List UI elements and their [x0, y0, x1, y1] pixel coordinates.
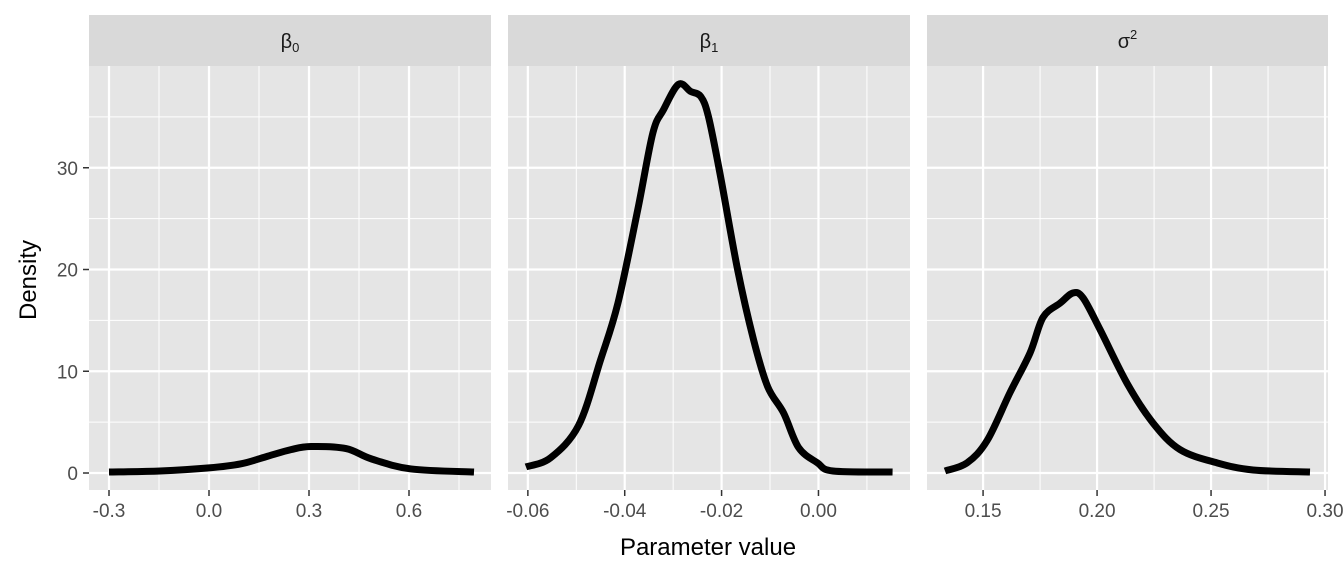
facet-strip-label: σ2 — [1118, 27, 1138, 53]
x-tick-label: -0.06 — [506, 501, 549, 522]
density-curve — [108, 443, 475, 476]
y-tick-label: 0 — [67, 464, 78, 485]
y-tick-label: 20 — [57, 261, 78, 282]
x-axis-title: Parameter value — [620, 534, 796, 561]
panel-background — [927, 66, 1328, 490]
facet-panel-0: β0 -0.3 0.0 0.3 0.6 0 10 20 30 — [57, 15, 491, 522]
x-tick-label: 0.25 — [1193, 501, 1230, 522]
x-tick-label: 0.0 — [196, 501, 222, 522]
facet-strip-label: β0 — [281, 31, 300, 55]
x-tick-label: 0.20 — [1079, 501, 1116, 522]
facet-strip — [89, 15, 491, 66]
x-tick-label: 0.30 — [1307, 501, 1344, 522]
x-tick-label: -0.3 — [93, 501, 126, 522]
x-tick-label: 0.00 — [800, 501, 837, 522]
panel-background — [89, 66, 491, 490]
x-tick-label: 0.6 — [396, 501, 422, 522]
facet-strip-label: β1 — [700, 31, 719, 55]
facet-panel-1: β1 -0.06 -0.04 -0.02 0.00 — [506, 15, 910, 522]
x-tick-label: 0.3 — [296, 501, 322, 522]
density-curve — [943, 288, 1311, 476]
facet-strip — [927, 15, 1328, 66]
facet-panel-2: σ2 0.15 0.20 0.25 0.30 — [927, 15, 1344, 522]
y-axis-title: Density — [15, 240, 42, 320]
panel-background — [508, 66, 910, 490]
density-curve — [524, 80, 893, 476]
x-tick-label: -0.02 — [700, 501, 743, 522]
y-tick-label: 10 — [57, 362, 78, 383]
x-tick-label: -0.04 — [603, 501, 647, 522]
facet-strip — [508, 15, 910, 66]
x-tick-label: 0.15 — [965, 501, 1002, 522]
y-tick-label: 30 — [57, 159, 78, 180]
